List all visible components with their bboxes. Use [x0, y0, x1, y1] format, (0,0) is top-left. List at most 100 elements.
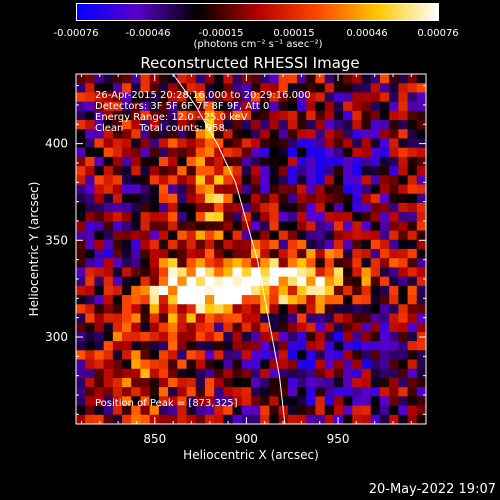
heatmap-cell [149, 405, 160, 416]
heatmap-cell [370, 156, 381, 167]
heatmap-cell [297, 175, 307, 185]
heatmap-cell [407, 341, 418, 351]
heatmap-cell [85, 414, 95, 425]
heatmap-cell [131, 387, 141, 397]
heatmap-cell [103, 193, 114, 204]
heatmap-cell [76, 230, 86, 241]
heatmap-cell [131, 156, 141, 167]
heatmap-cell [204, 387, 215, 397]
heatmap-cell [76, 101, 86, 112]
heatmap-cell [103, 212, 114, 222]
heatmap-cell [260, 313, 270, 324]
heatmap-cell [361, 350, 372, 360]
heatmap-cell [389, 83, 399, 93]
heatmap-cell [260, 221, 270, 231]
heatmap-cell [140, 147, 151, 158]
heatmap-cell [232, 202, 243, 213]
heatmap-cell [361, 184, 372, 195]
heatmap-cell [324, 193, 335, 204]
heatmap-cell [389, 129, 399, 139]
heatmap-cell [94, 193, 105, 204]
heatmap-cell [140, 138, 151, 149]
heatmap-cell [352, 331, 362, 342]
heatmap-cell [241, 322, 252, 333]
footer-date: 20-May-2022 19:07 [368, 482, 496, 497]
heatmap-cell [94, 331, 105, 342]
heatmap-cell [251, 230, 261, 241]
heatmap-cell [195, 138, 206, 149]
heatmap-cell [379, 101, 390, 112]
heatmap-cell [389, 322, 399, 333]
heatmap-cell [251, 414, 261, 425]
heatmap-cell [287, 202, 298, 213]
heatmap-cell [251, 387, 261, 397]
heatmap-cell [76, 387, 86, 397]
heatmap-cell [131, 110, 141, 121]
heatmap-cell [278, 92, 289, 103]
heatmap-cell [287, 175, 298, 185]
heatmap-cell [260, 92, 270, 103]
heatmap-cell [177, 101, 187, 112]
heatmap-cell [379, 92, 390, 103]
heatmap-cell [214, 147, 224, 158]
heatmap-cell [85, 295, 95, 305]
heatmap-cell [361, 285, 372, 296]
heatmap-cell [260, 304, 270, 314]
heatmap-cell [214, 414, 224, 425]
heatmap-cell [260, 350, 270, 360]
heatmap-cell [122, 387, 132, 397]
heatmap-cell [223, 184, 233, 195]
heatmap-cell [204, 230, 215, 241]
heatmap-cell [223, 138, 233, 149]
heatmap-cell [324, 166, 335, 176]
heatmap-cell [214, 120, 224, 130]
heatmap-cell [76, 295, 86, 305]
heatmap-cell [370, 239, 381, 250]
heatmap-cell [333, 193, 344, 204]
heatmap-cell [204, 322, 215, 333]
heatmap-cell [379, 285, 390, 296]
heatmap-cell [122, 322, 132, 333]
heatmap-cell [370, 350, 381, 360]
heatmap-cell [370, 212, 381, 222]
heatmap-cell [232, 175, 243, 185]
heatmap-cell [398, 368, 408, 379]
heatmap-cell [94, 101, 105, 112]
heatmap-cell [223, 295, 233, 305]
heatmap-cell [333, 230, 344, 241]
heatmap-cell [251, 258, 261, 268]
heatmap-cell [195, 249, 206, 259]
heatmap-cell [85, 74, 95, 84]
heatmap-cell [241, 396, 252, 406]
heatmap-cell [204, 331, 215, 342]
heatmap-cell [241, 184, 252, 195]
heatmap-cell [352, 202, 362, 213]
heatmap-cell [149, 120, 160, 130]
heatmap-cell [379, 331, 390, 342]
heatmap-cell [122, 350, 132, 360]
heatmap-cell [389, 267, 399, 278]
heatmap-cell [94, 239, 105, 250]
heatmap-cell [241, 387, 252, 397]
heatmap-cell [343, 414, 353, 425]
heatmap-cell [195, 147, 206, 158]
heatmap-cell [232, 120, 243, 130]
heatmap-cell [140, 359, 151, 370]
heatmap-cell [343, 258, 353, 268]
heatmap-cell [269, 92, 280, 103]
heatmap-cell [370, 110, 381, 121]
heatmap-cell [149, 285, 160, 296]
heatmap-cell [407, 377, 418, 388]
heatmap-cell [370, 285, 381, 296]
heatmap-cell [168, 341, 178, 351]
heatmap-cell [112, 396, 123, 406]
heatmap-cell [398, 331, 408, 342]
heatmap-cell [186, 101, 197, 112]
heatmap-cell [370, 184, 381, 195]
heatmap-cell [333, 414, 344, 425]
heatmap-cell [186, 350, 197, 360]
heatmap-cell [177, 414, 187, 425]
heatmap-cell [389, 175, 399, 185]
heatmap-cell [352, 212, 362, 222]
heatmap-cell [251, 304, 261, 314]
